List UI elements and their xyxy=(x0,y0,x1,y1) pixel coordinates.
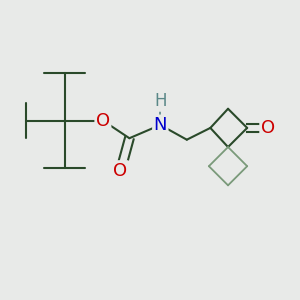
Text: O: O xyxy=(96,112,110,130)
Text: O: O xyxy=(113,162,128,180)
Text: N: N xyxy=(154,116,167,134)
Text: H: H xyxy=(154,92,167,110)
Text: O: O xyxy=(261,119,275,137)
